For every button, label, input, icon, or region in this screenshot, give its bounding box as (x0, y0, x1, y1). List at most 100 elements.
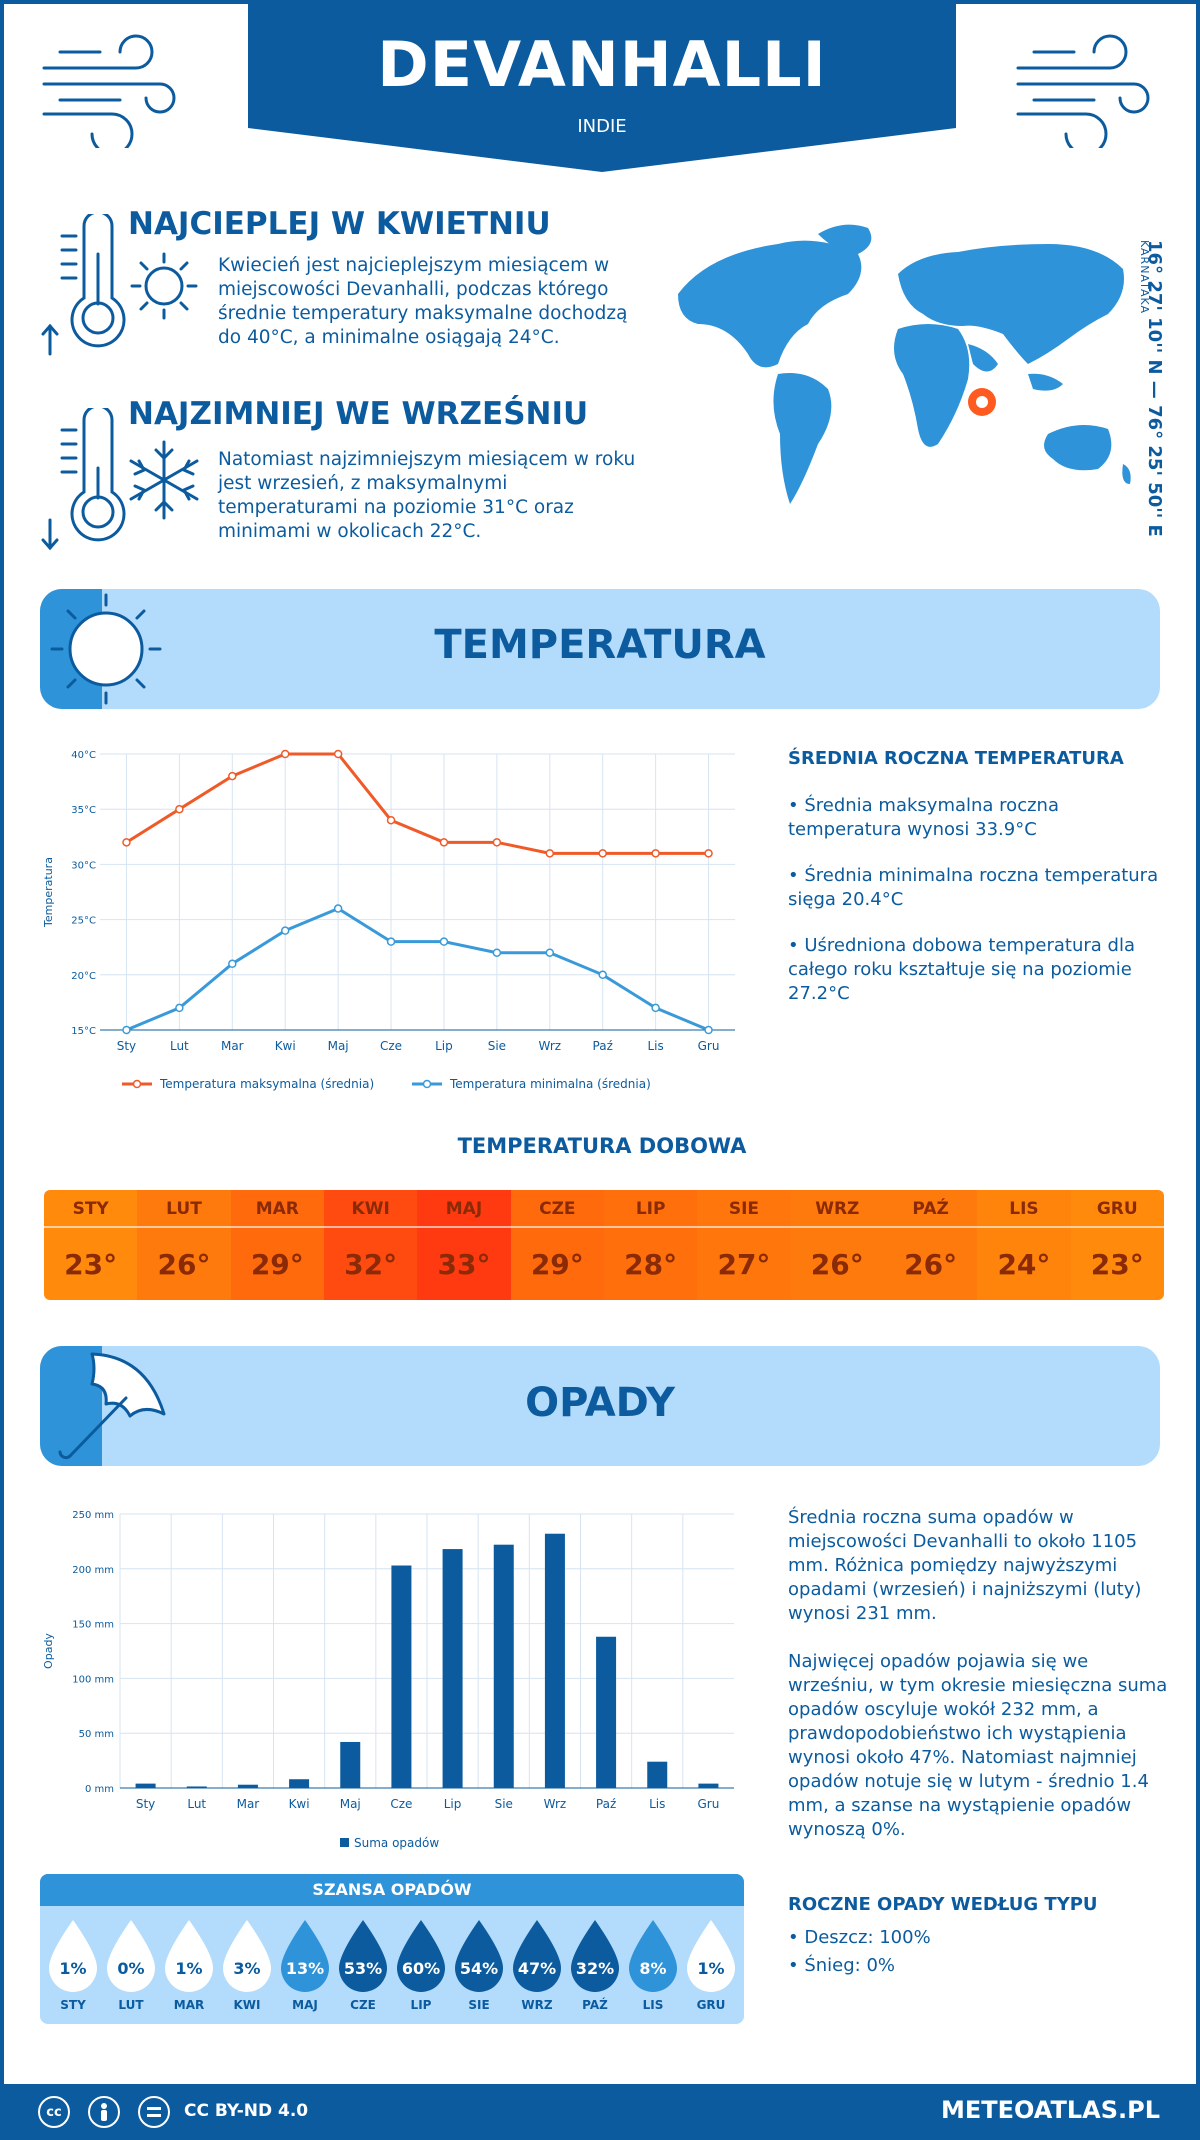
daily-month: GRU (1070, 1190, 1164, 1228)
data-point (492, 948, 502, 957)
raindrop-shape (339, 1920, 387, 1992)
rain-chance-item: 3% KWI (218, 1906, 276, 2012)
x-tick-label: Wrz (544, 1797, 567, 1811)
daily-cell: LIS 24° (977, 1190, 1071, 1300)
hot-thermometer-icon (41, 214, 198, 356)
data-point (651, 849, 660, 858)
rain-chance-value: 54% (460, 1959, 498, 1978)
data-point (704, 1025, 713, 1035)
precip-bar (442, 1549, 463, 1788)
legend-swatch (340, 1838, 349, 1847)
rain-chance-title: SZANSA OPADÓW (40, 1874, 744, 1906)
rain-chance-box: SZANSA OPADÓW 1% STY 0% LUT 1% MAR 3% KWI 13% MAJ… (40, 1874, 744, 2024)
y-tick-label: 200 mm (72, 1565, 114, 1576)
raindrop-shape (107, 1920, 155, 1992)
x-tick-label: Lis (647, 1039, 663, 1053)
rain-chance-item: 1% GRU (682, 1906, 740, 2012)
raindrop-shape (687, 1920, 735, 1992)
umbrella-icon (58, 1352, 166, 1460)
rain-chance-value: 32% (576, 1959, 614, 1978)
daily-value: 33° (437, 1247, 491, 1281)
attribution-icon (88, 2096, 120, 2128)
data-point (228, 771, 237, 781)
x-tick-label: Lut (187, 1797, 206, 1811)
infographic-page: DEVANHALLI INDIE NAJCIEPLEJ W KWIETNIU K… (4, 4, 1196, 2084)
x-tick-label: Kwi (289, 1797, 310, 1811)
legend-marker (422, 1079, 432, 1089)
precip-bar (135, 1783, 156, 1788)
raindrop-shape (629, 1920, 677, 1992)
precip-section-title: OPADY (525, 1380, 675, 1426)
legend-marker (132, 1079, 142, 1089)
region-label: KARNATAKA (1138, 240, 1151, 315)
series-line (125, 906, 710, 1032)
raindrop-shape (571, 1920, 619, 1992)
daily-cell: STY 23° (44, 1190, 138, 1300)
data-point (439, 937, 449, 946)
daily-value: 28° (624, 1247, 678, 1281)
data-point (333, 749, 343, 759)
equals-icon (147, 2107, 161, 2117)
precip-bar (340, 1741, 361, 1788)
data-point (386, 937, 396, 946)
daily-month: MAJ (417, 1190, 511, 1228)
rain-chance-month: SIE (468, 1998, 490, 2012)
y-tick-label: 20°C (71, 971, 96, 982)
x-tick-label: Sty (117, 1039, 136, 1053)
temp-side-item-2: • Średnia minimalna roczna temperatura s… (788, 865, 1159, 910)
y-tick-label: 250 mm (72, 1510, 114, 1521)
rain-chance-value: 0% (117, 1959, 144, 1978)
x-tick-label: Sie (488, 1039, 506, 1053)
y-tick-label: 30°C (71, 860, 96, 871)
y-tick-label: 50 mm (79, 1729, 114, 1740)
daily-cell: KWI 32° (323, 1190, 418, 1300)
y-axis-title: Temperatura (42, 857, 55, 928)
data-point (598, 849, 607, 858)
rain-chance-month: LIP (410, 1998, 432, 2012)
temp-side-item-1: • Średnia maksymalna roczna temperatura … (788, 795, 1059, 840)
precip-bar (493, 1544, 514, 1788)
daily-month: WRZ (790, 1190, 884, 1228)
wind-icon-right (1016, 34, 1150, 148)
license-text: CC BY-ND 4.0 (184, 2101, 309, 2121)
daily-cell: LUT 26° (137, 1190, 231, 1300)
brand-link[interactable]: METEOATLAS.PL (940, 2096, 1160, 2124)
coldest-text: Natomiast najzimniejszym miesiącem w rok… (218, 449, 636, 542)
x-tick-label: Kwi (275, 1039, 296, 1053)
x-tick-label: Sty (136, 1797, 155, 1811)
precip-bar (186, 1786, 207, 1788)
x-tick-label: Maj (340, 1797, 361, 1811)
data-point (280, 749, 290, 759)
data-point (386, 815, 396, 825)
legend-label: Temperatura maksymalna (średnia) (159, 1077, 374, 1091)
daily-cell: PAŹ 26° (883, 1190, 978, 1300)
data-point (492, 838, 502, 847)
raindrop-shape (223, 1920, 271, 1992)
rain-chance-value: 1% (175, 1959, 202, 1978)
precipitation-chart: 0 mm 50 mm 100 mm 150 mm 200 mm 250 mm Sty Lut M… (42, 1510, 734, 1850)
hottest-text: Kwiecień jest najcieplejszym miesiącem w… (218, 255, 628, 348)
daily-value: 23° (64, 1247, 118, 1281)
precip-section-corner (40, 1346, 102, 1466)
daily-month: STY (44, 1190, 138, 1228)
daily-cell: WRZ 26° (790, 1190, 884, 1300)
precip-bar (647, 1761, 668, 1788)
precip-section-bar (40, 1346, 1160, 1466)
data-point (545, 948, 555, 957)
legend-label: Suma opadów (354, 1836, 439, 1850)
raindrop-icon: 13% (281, 1920, 329, 1992)
daily-value: 23° (1090, 1247, 1144, 1281)
temperature-chart: 15°C 20°C 25°C 30°C 35°C 40°C Sty Lut Mar Kwi Maj C… (42, 749, 735, 1091)
rain-chance-month: LUT (118, 1998, 144, 2012)
rain-chance-item: 1% MAR (160, 1906, 218, 2012)
x-tick-label: Mar (237, 1797, 260, 1811)
x-tick-label: Lut (170, 1039, 189, 1053)
rain-chance-value: 13% (286, 1959, 324, 1978)
raindrop-icon: 3% (223, 1920, 271, 1992)
rain-chance-value: 8% (639, 1959, 666, 1978)
coldest-title: NAJZIMNIEJ WE WRZEŚNIU (128, 396, 589, 432)
daily-month: PAŹ (883, 1190, 978, 1228)
daily-value: 24° (997, 1247, 1051, 1281)
rain-chance-item: 1% STY (44, 1906, 102, 2012)
rain-chance-item: 0% LUT (102, 1906, 160, 2012)
